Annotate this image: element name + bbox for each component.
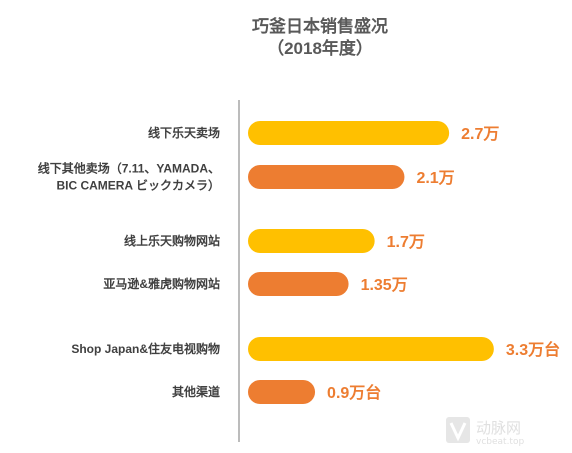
category-label: 线下乐天卖场 xyxy=(148,125,220,140)
bar xyxy=(248,380,316,404)
data-label: 0.9万台 xyxy=(327,383,381,402)
vcbeat-watermark-logo: 动脉网 vcbeat.top xyxy=(446,417,524,447)
bar xyxy=(248,165,405,189)
svg-text:vcbeat.top: vcbeat.top xyxy=(476,437,524,447)
bar xyxy=(248,337,494,361)
category-label: Shop Japan&住友电视购物 xyxy=(71,341,220,356)
data-label: 1.7万 xyxy=(387,234,425,251)
svg-text:动脉网: 动脉网 xyxy=(476,419,521,437)
category-label: 线下其他卖场（7.11、YAMADA、 xyxy=(38,161,220,176)
bar xyxy=(248,229,375,253)
category-label: BIC CAMERA ビックカメラ） xyxy=(56,178,220,193)
data-label: 2.7万 xyxy=(461,126,499,143)
category-label: 线上乐天购物网站 xyxy=(124,233,220,248)
chart-subtitle: （2018年度） xyxy=(267,39,373,58)
bar xyxy=(248,121,450,145)
category-label: 亚马逊&雅虎购物网站 xyxy=(103,276,220,291)
category-label: 其他渠道 xyxy=(172,384,220,399)
data-label: 2.1万 xyxy=(416,170,454,187)
chart-title: 巧釜日本销售盛况 xyxy=(252,17,388,36)
data-label: 1.35万 xyxy=(361,277,408,294)
bar xyxy=(248,272,349,296)
data-label: 3.3万台 xyxy=(506,340,560,359)
